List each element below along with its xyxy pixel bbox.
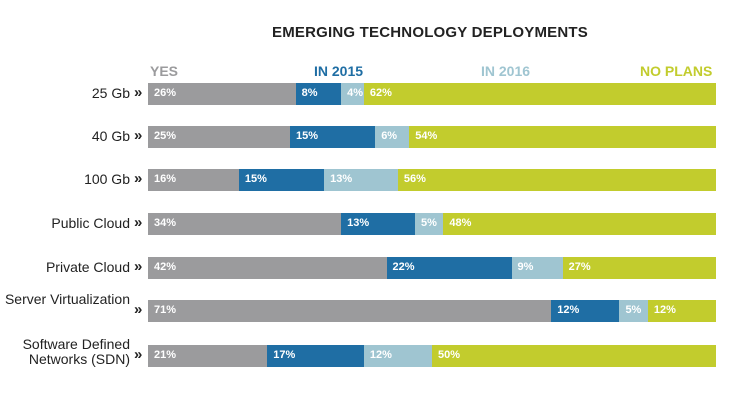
row-marker: » bbox=[134, 127, 143, 144]
bar-row: 21% 17% 12% 50% bbox=[148, 345, 716, 367]
value-label: 16% bbox=[154, 173, 177, 185]
value-label: 56% bbox=[403, 173, 426, 185]
bar-segment: 48% bbox=[443, 213, 716, 235]
bar-segment: 15% bbox=[290, 126, 376, 148]
bar-segment: 5% bbox=[414, 213, 444, 235]
value-label: 17% bbox=[273, 349, 296, 361]
category-label: Public Cloud bbox=[51, 215, 130, 231]
bar-segment: 17% bbox=[267, 345, 364, 367]
bar-segment: 13% bbox=[341, 213, 415, 235]
bar-segment: 13% bbox=[324, 169, 398, 191]
value-label: 5% bbox=[625, 304, 642, 316]
bar-segment: 15% bbox=[238, 169, 325, 191]
bar-segment: 26% bbox=[148, 83, 296, 105]
bar-segment: 62% bbox=[363, 83, 716, 105]
category-label: Private Cloud bbox=[45, 259, 130, 275]
value-label: 6% bbox=[381, 130, 398, 142]
value-label: 62% bbox=[369, 87, 392, 99]
row-marker: » bbox=[134, 84, 143, 101]
bar-row: 16% 15% 13% 56% bbox=[148, 169, 716, 191]
value-label: 71% bbox=[154, 304, 177, 316]
bar-segment: 34% bbox=[148, 213, 342, 235]
legend-item: IN 2015 bbox=[314, 63, 364, 79]
bar-segment: 12% bbox=[551, 300, 620, 322]
category-label: 40 Gb bbox=[91, 128, 130, 144]
bar-segment: 54% bbox=[409, 126, 716, 148]
bar-segment: 12% bbox=[363, 345, 432, 367]
chart-title: EMERGING TECHNOLOGY DEPLOYMENTS bbox=[272, 24, 588, 41]
value-label: 13% bbox=[347, 217, 370, 229]
value-label: 54% bbox=[415, 130, 438, 142]
value-label: 12% bbox=[369, 349, 392, 361]
value-label: 27% bbox=[568, 261, 591, 273]
row-marker: » bbox=[134, 346, 143, 363]
value-label: 8% bbox=[301, 87, 318, 99]
value-label: 48% bbox=[449, 217, 472, 229]
row-marker: » bbox=[134, 258, 143, 275]
value-label: 22% bbox=[392, 261, 415, 273]
legend-item: NO PLANS bbox=[640, 63, 713, 79]
value-label: 12% bbox=[653, 304, 676, 316]
bar-segment: 56% bbox=[397, 169, 716, 191]
category-label: 25 Gb bbox=[91, 85, 130, 101]
bar-row: 26% 8% 4% 62% bbox=[148, 83, 716, 105]
bar-row: 42% 22% 9% 27% bbox=[148, 257, 716, 279]
value-label: 42% bbox=[154, 261, 177, 273]
bar-segment: 71% bbox=[148, 300, 552, 322]
bar-row: 34% 13% 5% 48% bbox=[148, 213, 716, 235]
category-label: 100 Gb bbox=[84, 171, 130, 187]
bar-segment: 42% bbox=[148, 257, 387, 279]
bar-row: 71% 12% 5% 12% bbox=[148, 300, 716, 322]
value-label: 34% bbox=[154, 217, 177, 229]
bar-segment: 27% bbox=[562, 257, 716, 279]
value-label: 9% bbox=[517, 261, 534, 273]
value-label: 13% bbox=[330, 173, 353, 185]
bar-segment: 4% bbox=[341, 83, 364, 105]
row-marker: » bbox=[134, 214, 143, 231]
bar-segment: 25% bbox=[148, 126, 290, 148]
value-label: 26% bbox=[154, 87, 177, 99]
value-label: 15% bbox=[296, 130, 319, 142]
bar-segment: 8% bbox=[295, 83, 342, 105]
legend-item: YES bbox=[150, 63, 179, 79]
bar-segment: 12% bbox=[647, 300, 716, 322]
value-label: 50% bbox=[438, 349, 461, 361]
value-label: 5% bbox=[420, 217, 437, 229]
value-label: 15% bbox=[244, 173, 267, 185]
bar-segment: 21% bbox=[148, 345, 268, 367]
value-label: 25% bbox=[154, 130, 177, 142]
row-marker: » bbox=[134, 301, 143, 318]
bar-row: 25% 15% 6% 54% bbox=[148, 126, 716, 148]
legend-item: IN 2016 bbox=[481, 63, 531, 79]
bar-segment: 6% bbox=[375, 126, 410, 148]
row-marker: » bbox=[134, 170, 143, 187]
bar-segment: 16% bbox=[148, 169, 239, 191]
value-label: 12% bbox=[557, 304, 580, 316]
value-label: 21% bbox=[154, 349, 177, 361]
bar-segment: 50% bbox=[432, 345, 716, 367]
bar-segment: 22% bbox=[386, 257, 512, 279]
value-label: 4% bbox=[347, 87, 364, 99]
bar-segment: 5% bbox=[619, 300, 648, 322]
bar-segment: 9% bbox=[511, 257, 563, 279]
category-label: Software Defined Networks (SDN) bbox=[22, 336, 130, 367]
category-label: Server Virtualization bbox=[4, 291, 130, 307]
